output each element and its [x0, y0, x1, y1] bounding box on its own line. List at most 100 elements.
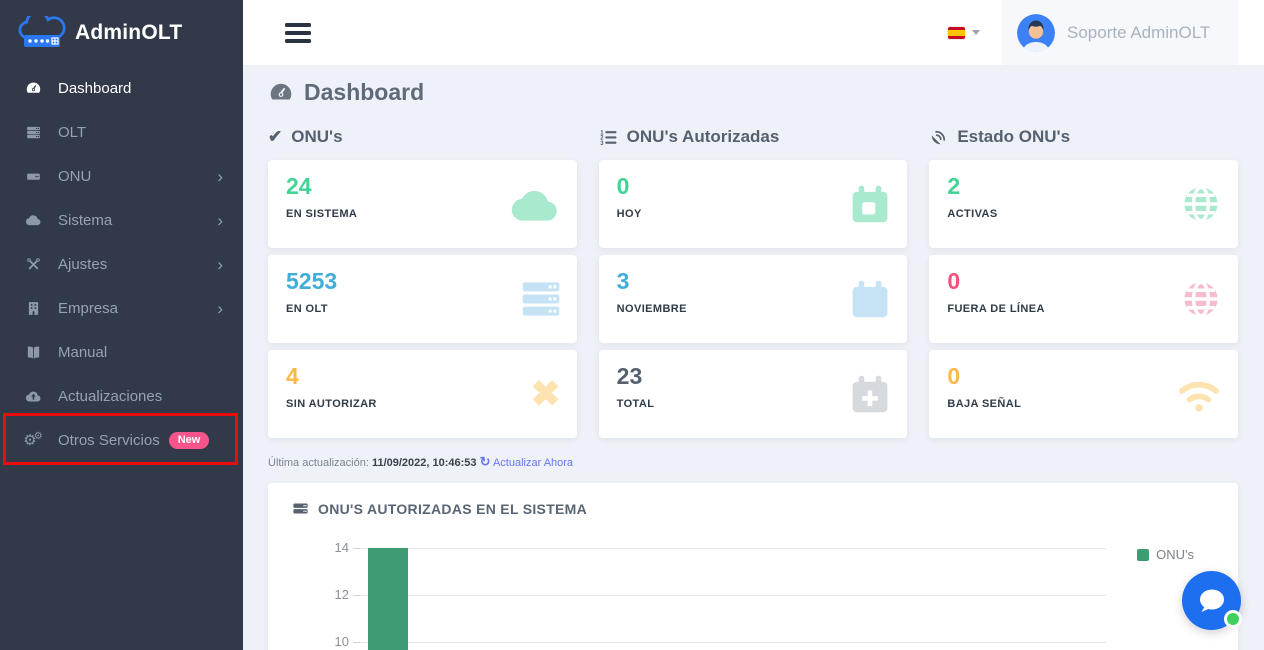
stat-value: 4	[286, 363, 299, 389]
chart-legend[interactable]: ONU's	[1137, 547, 1194, 562]
sidebar-item-olt[interactable]: OLT	[0, 110, 243, 154]
sidebar-item-label: ONU	[58, 167, 92, 185]
stat-card-en-olt: 5253 EN OLT	[268, 255, 577, 343]
tools-icon	[22, 256, 44, 273]
stat-label: NOVIEMBRE	[616, 303, 687, 316]
refresh-now-link[interactable]: ↻ Actualizar Ahora	[479, 454, 574, 469]
server-icon	[521, 281, 561, 318]
logo-text: AdminOLT	[75, 20, 183, 44]
stat-card-sin-autorizar: 4 SIN AUTORIZAR ✖	[268, 350, 577, 438]
gridline	[353, 642, 1106, 643]
hamburger-menu-button[interactable]	[285, 22, 311, 43]
cloud-icon	[511, 186, 561, 222]
column-header: ✔ ONU's	[268, 126, 577, 148]
sidebar-item-label: OLT	[58, 123, 87, 141]
sidebar-item-label: Ajustes	[58, 255, 108, 273]
stat-card-activas: 2 ACTIVAS	[929, 160, 1239, 248]
stat-value: 5253	[286, 268, 338, 294]
chart-title: ONU'S AUTORIZADAS EN EL SISTEMA	[292, 500, 1214, 517]
sidebar-item-manual[interactable]: Manual	[0, 330, 243, 374]
legend-swatch	[1137, 548, 1150, 561]
building-icon	[22, 300, 44, 317]
spain-flag-icon	[948, 26, 965, 39]
svg-text:2: 2	[600, 135, 604, 141]
chart-card: ONU'S AUTORIZADAS EN EL SISTEMA 14 12 10…	[268, 483, 1238, 650]
avatar	[1017, 13, 1055, 52]
column-onus: ✔ ONU's 24 EN SISTEMA 5253 EN OLT 4 SIN …	[268, 126, 577, 445]
refresh-icon: ↻	[479, 454, 491, 469]
stat-value: 0	[947, 268, 961, 294]
stat-label: EN SISTEMA	[286, 208, 358, 221]
stat-value: 0	[947, 363, 961, 389]
stat-columns: ✔ ONU's 24 EN SISTEMA 5253 EN OLT 4 SIN …	[268, 126, 1239, 445]
globe-icon	[1180, 278, 1222, 320]
gridline	[353, 595, 1106, 596]
y-axis-tick: 12	[334, 587, 349, 602]
calendar-plus-icon	[849, 374, 891, 414]
sidebar-item-actualizaciones[interactable]: Actualizaciones	[0, 374, 243, 418]
stat-label: ACTIVAS	[947, 208, 998, 221]
language-selector[interactable]	[948, 26, 980, 39]
wifi-icon	[1176, 375, 1222, 413]
gauge-icon	[270, 83, 292, 99]
sidebar-item-label: Manual	[58, 343, 108, 361]
last-update-datetime: 11/09/2022, 10:46:53	[371, 457, 477, 469]
main-content: Dashboard ✔ ONU's 24 EN SISTEMA 5253 EN …	[243, 65, 1264, 650]
topbar: Soporte AdminOLT	[243, 0, 1264, 65]
column-title: Estado ONU's	[957, 127, 1071, 146]
last-update-prefix: Última actualización:	[268, 457, 369, 469]
sidebar-item-onu[interactable]: ONU ›	[0, 154, 243, 198]
sidebar-item-label: Empresa	[58, 299, 119, 317]
sidebar-item-dashboard[interactable]: Dashboard	[0, 66, 243, 110]
stat-card-en-sistema: 24 EN SISTEMA	[268, 160, 577, 248]
sidebar-item-empresa[interactable]: Empresa ›	[0, 286, 243, 330]
stat-card-baja-senal: 0 BAJA SEÑAL	[929, 350, 1239, 438]
stat-value: 23	[616, 363, 643, 389]
caret-down-icon	[972, 30, 980, 39]
user-name: Soporte AdminOLT	[1067, 22, 1211, 42]
stat-label: HOY	[616, 208, 642, 221]
chat-bubble-icon	[1199, 589, 1224, 612]
user-menu[interactable]: Soporte AdminOLT	[1002, 0, 1238, 65]
bar-chart-plot: 14 12 10	[335, 540, 1106, 650]
y-axis-tick: 10	[334, 634, 349, 649]
stat-card-total: 23 TOTAL	[598, 350, 908, 438]
sidebar-item-label: Otros Servicios	[58, 431, 160, 449]
sidebar-item-otros-servicios[interactable]: ⚙ ⚙ Otros Servicios New	[0, 413, 243, 465]
gridline	[353, 548, 1106, 549]
chevron-right-icon: ›	[217, 166, 223, 186]
legend-label: ONU's	[1156, 547, 1194, 562]
globe-icon	[1180, 183, 1222, 225]
page-title: Dashboard	[268, 79, 1238, 106]
column-title: ONU's Autorizadas	[626, 127, 780, 146]
chevron-right-icon: ›	[217, 210, 223, 230]
sidebar: AdminOLT Dashboard OLT ONU › Sis	[0, 0, 243, 650]
stat-value: 2	[947, 173, 961, 199]
sidebar-item-sistema[interactable]: Sistema ›	[0, 198, 243, 242]
stat-value: 0	[616, 173, 630, 199]
stat-label: TOTAL	[616, 398, 655, 411]
cloud-icon	[22, 212, 44, 229]
new-badge: New	[168, 431, 210, 449]
stat-label: BAJA SEÑAL	[947, 398, 1022, 411]
column-estado-onus: Estado ONU's 2 ACTIVAS 0 FUERA DE LÍNEA …	[929, 126, 1239, 445]
sidebar-item-label: Dashboard	[58, 79, 132, 97]
sidebar-menu: Dashboard OLT ONU › Sistema ›	[0, 65, 243, 465]
check-icon: ✔	[268, 127, 283, 146]
book-icon	[22, 344, 44, 361]
y-axis-tick: 14	[334, 540, 349, 555]
app-logo[interactable]: AdminOLT	[0, 0, 243, 65]
chart-bar	[368, 548, 408, 650]
stat-label: SIN AUTORIZAR	[286, 398, 377, 411]
stat-label: FUERA DE LÍNEA	[947, 303, 1045, 316]
stat-label: EN OLT	[286, 303, 328, 316]
sidebar-item-label: Sistema	[58, 211, 113, 229]
calendar-icon	[849, 279, 891, 319]
calendar-check-icon	[849, 184, 891, 224]
x-icon: ✖	[530, 373, 561, 414]
sidebar-item-ajustes[interactable]: Ajustes ›	[0, 242, 243, 286]
server-icon	[22, 124, 44, 141]
